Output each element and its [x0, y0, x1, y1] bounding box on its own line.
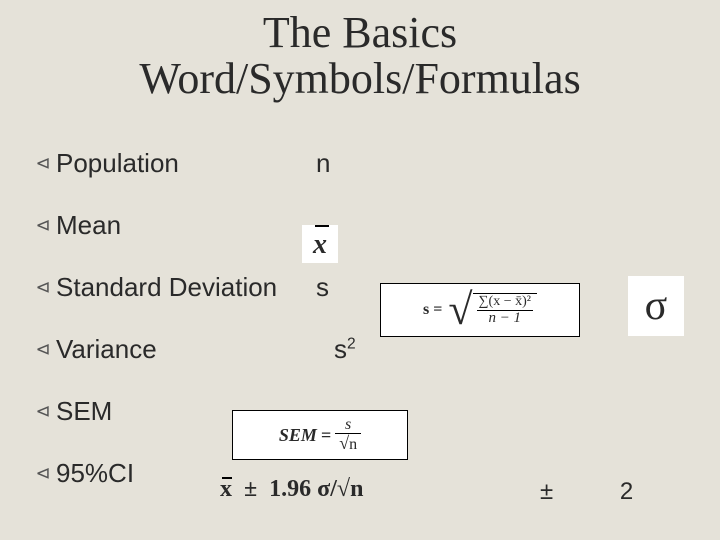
- row-mean: ⊲ Mean: [30, 194, 720, 256]
- ci-formula-text: x ± 1.96 σ/√n: [220, 476, 363, 503]
- mean-xbar-icon: x: [313, 229, 327, 261]
- sd-formula-box: s = √ ∑(x − x̄)² n − 1: [380, 283, 580, 337]
- bullet-icon: ⊲: [30, 339, 56, 360]
- sem-numerator: s: [335, 417, 361, 434]
- sem-formula-box: SEM = s √n: [232, 410, 408, 460]
- sigma-symbol-box: σ: [628, 276, 684, 336]
- label-variance: Variance: [56, 334, 316, 365]
- ci-tail: ± 2: [540, 478, 633, 506]
- bullet-icon: ⊲: [30, 401, 56, 422]
- ci-tail-pm: ±: [540, 478, 553, 505]
- sigma-icon: σ: [645, 282, 668, 330]
- slide: The Basics Word/Symbols/Formulas ⊲ Popul…: [0, 0, 720, 540]
- title-line-1: The Basics: [263, 8, 457, 57]
- sem-lhs: SEM: [279, 425, 317, 446]
- sd-numerator: ∑(x − x̄)²: [477, 295, 533, 311]
- bullet-icon: ⊲: [30, 215, 56, 236]
- bullet-icon: ⊲: [30, 153, 56, 174]
- symbol-variance: s2: [316, 334, 424, 365]
- sem-denominator: √n: [335, 434, 361, 453]
- slide-title: The Basics Word/Symbols/Formulas: [0, 10, 720, 102]
- sd-lhs: s =: [423, 301, 442, 319]
- bullet-icon: ⊲: [30, 463, 56, 484]
- bullet-icon: ⊲: [30, 277, 56, 298]
- label-mean: Mean: [56, 210, 316, 241]
- label-population: Population: [56, 148, 316, 179]
- mean-symbol-box: x: [302, 225, 338, 263]
- row-variance: ⊲ Variance s2: [30, 318, 720, 380]
- row-sd: ⊲ Standard Deviation s: [30, 256, 720, 318]
- sd-denominator: n − 1: [477, 311, 533, 327]
- title-line-2: Word/Symbols/Formulas: [139, 54, 580, 103]
- symbol-population: n: [316, 148, 406, 179]
- sd-sqrt-icon: √ ∑(x − x̄)² n − 1: [448, 293, 537, 326]
- ci-tail-num: 2: [620, 478, 633, 505]
- row-population: ⊲ Population n: [30, 132, 720, 194]
- sem-equals: =: [321, 425, 331, 446]
- label-sd: Standard Deviation: [56, 272, 316, 303]
